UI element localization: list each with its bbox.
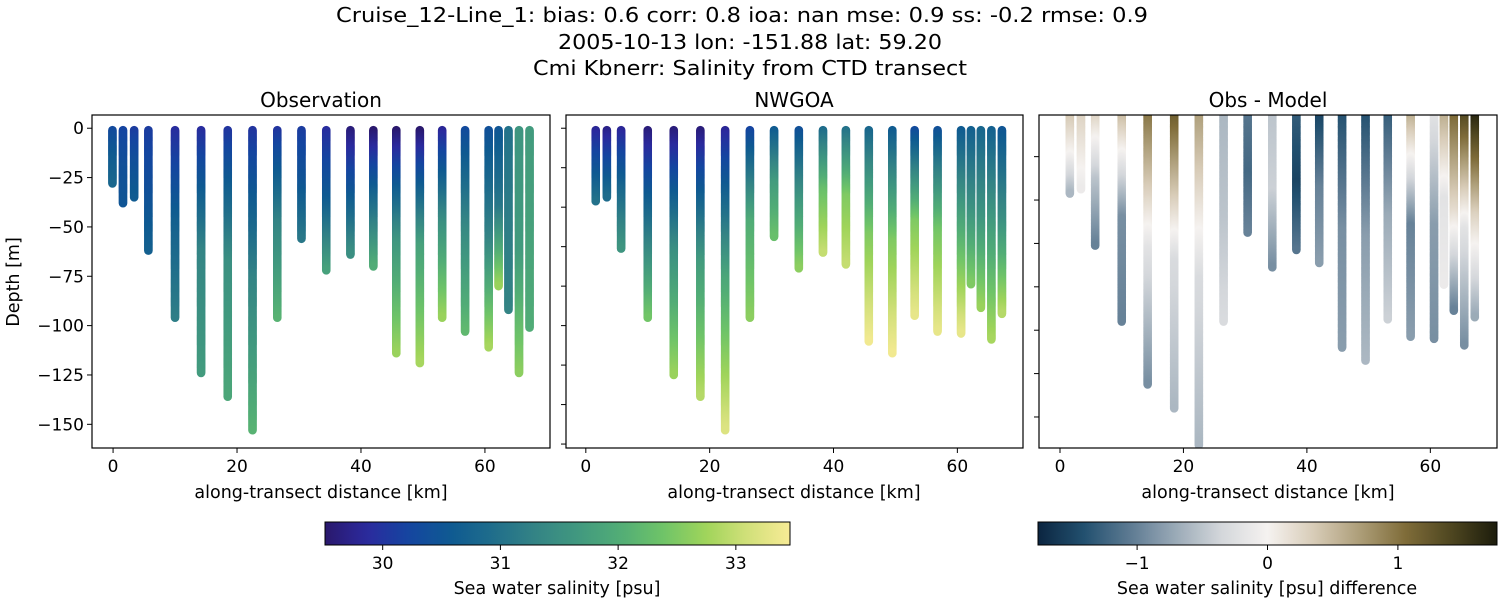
data-point xyxy=(437,313,447,323)
y-tick-label: 0 xyxy=(73,119,84,139)
data-point xyxy=(514,368,524,378)
data-point xyxy=(696,392,705,401)
data-point xyxy=(346,250,355,259)
cast-layer xyxy=(591,125,1007,435)
cast-profile xyxy=(369,125,378,271)
data-point xyxy=(415,358,425,368)
data-point xyxy=(223,392,233,401)
cast-profile xyxy=(321,125,331,275)
cast-profile xyxy=(118,125,128,208)
cast-profile xyxy=(297,125,306,244)
y-tick-label: −75 xyxy=(48,267,84,287)
y-tick-label: −50 xyxy=(48,218,84,238)
data-point xyxy=(170,313,180,323)
cast-profile xyxy=(108,125,117,188)
x-tick-label: 40 xyxy=(350,457,372,477)
data-point xyxy=(460,327,470,336)
data-point xyxy=(602,193,612,202)
y-tick-label: −25 xyxy=(48,169,84,189)
observation-y-axis-label: Depth [m] xyxy=(4,237,24,327)
y-tick-label: −100 xyxy=(37,317,84,337)
x-tick-label: 20 xyxy=(226,457,248,477)
nwgoa-panel: NWGOA along-transect distance [km] 0 20 40… xyxy=(561,88,1024,503)
y-tick-label: −150 xyxy=(37,415,84,435)
observation-panel-title: Observation xyxy=(260,88,382,112)
nwgoa-panel-title: NWGOA xyxy=(754,88,834,112)
cast-profile xyxy=(616,125,626,253)
data-point xyxy=(392,348,401,358)
nwgoa-x-axis-label: along-transect distance [km] xyxy=(667,483,920,503)
cast-profile xyxy=(415,125,425,368)
data-point xyxy=(321,266,331,275)
cast-profile xyxy=(170,125,180,323)
cast-profile xyxy=(669,125,679,380)
figure-title-line-1: Cruise_12-Line_1: bias: 0.6 corr: 0.8 io… xyxy=(336,3,1148,27)
cast-profile xyxy=(392,125,401,358)
cast-profile xyxy=(437,125,447,323)
data-point xyxy=(591,196,601,206)
figure-title-line-3: Cmi Kbnerr: Salinity from CTD transect xyxy=(533,56,967,80)
data-point xyxy=(118,198,128,208)
cast-profile xyxy=(346,125,355,259)
data-point xyxy=(369,262,378,271)
cast-profile xyxy=(273,125,282,323)
cast-profile xyxy=(196,125,206,378)
cast-profile xyxy=(460,125,470,336)
data-point xyxy=(108,179,117,188)
cast-profile xyxy=(129,125,139,202)
data-point xyxy=(129,193,139,202)
cast-profile xyxy=(602,125,612,202)
data-point xyxy=(196,368,206,378)
data-point xyxy=(616,244,626,253)
cast-profile xyxy=(484,125,493,352)
data-point xyxy=(504,305,513,315)
x-tick-label: 0 xyxy=(108,457,119,477)
x-tick-label: 60 xyxy=(474,457,496,477)
cast-profile xyxy=(504,125,513,315)
cast-profile xyxy=(514,125,524,378)
cast-profile xyxy=(494,125,503,291)
data-point xyxy=(144,246,153,255)
figure-title-line-2: 2005-10-13 lon: -151.88 lat: 59.20 xyxy=(558,30,942,54)
cast-profile xyxy=(248,125,257,435)
cast-profile xyxy=(525,125,534,332)
cast-profile xyxy=(144,125,153,255)
cast-profile xyxy=(720,125,730,435)
cast-profile xyxy=(591,125,601,206)
data-point xyxy=(484,343,493,352)
data-point xyxy=(525,323,534,332)
observation-panel: Observation along-transect distance [km]… xyxy=(4,88,551,503)
y-tick-label: −125 xyxy=(37,366,84,386)
axes-frame xyxy=(91,114,551,449)
cast-profile xyxy=(643,125,653,323)
cast-profile xyxy=(223,125,233,401)
data-point xyxy=(643,313,653,323)
data-point xyxy=(273,313,282,323)
cast-layer xyxy=(108,125,534,435)
cast-profile xyxy=(696,125,705,401)
data-point xyxy=(248,425,257,435)
observation-x-axis-label: along-transect distance [km] xyxy=(194,483,447,503)
data-point xyxy=(669,370,679,380)
data-point xyxy=(297,234,306,244)
data-point xyxy=(494,281,503,291)
